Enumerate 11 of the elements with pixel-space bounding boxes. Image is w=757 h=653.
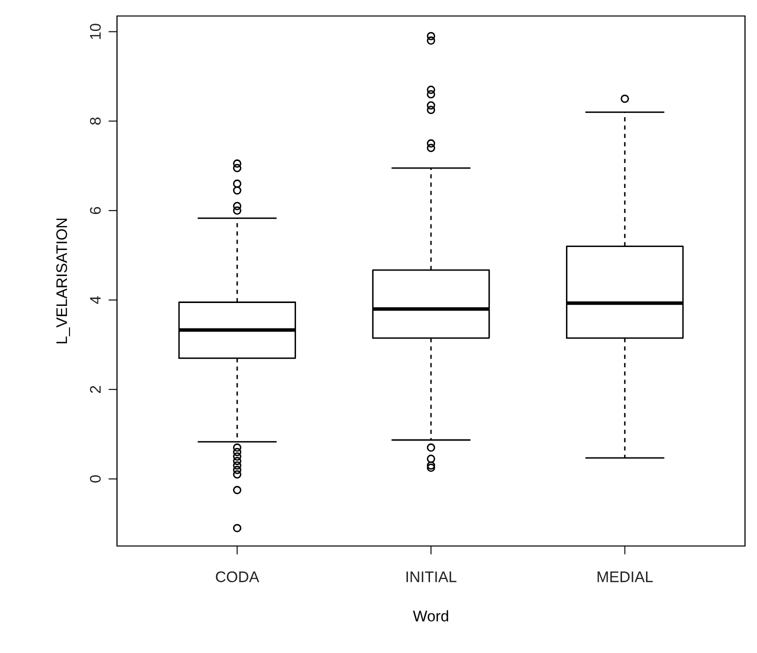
x-tick-label: CODA bbox=[216, 571, 260, 582]
x-tick-label: MEDIAL bbox=[598, 572, 653, 582]
y-tick-label: 10 bbox=[90, 24, 101, 39]
x-axis-title: Word bbox=[412, 610, 448, 622]
x-tick-label: INITIAL bbox=[406, 572, 456, 582]
y-tick-label: 6 bbox=[90, 206, 101, 214]
y-tick-label: 0 bbox=[90, 475, 101, 483]
y-tick-label: 2 bbox=[90, 386, 101, 393]
y-tick-label: 8 bbox=[90, 118, 101, 125]
y-axis-title: L_VELARISATION bbox=[56, 218, 70, 344]
y-tick-label: 4 bbox=[90, 296, 101, 304]
